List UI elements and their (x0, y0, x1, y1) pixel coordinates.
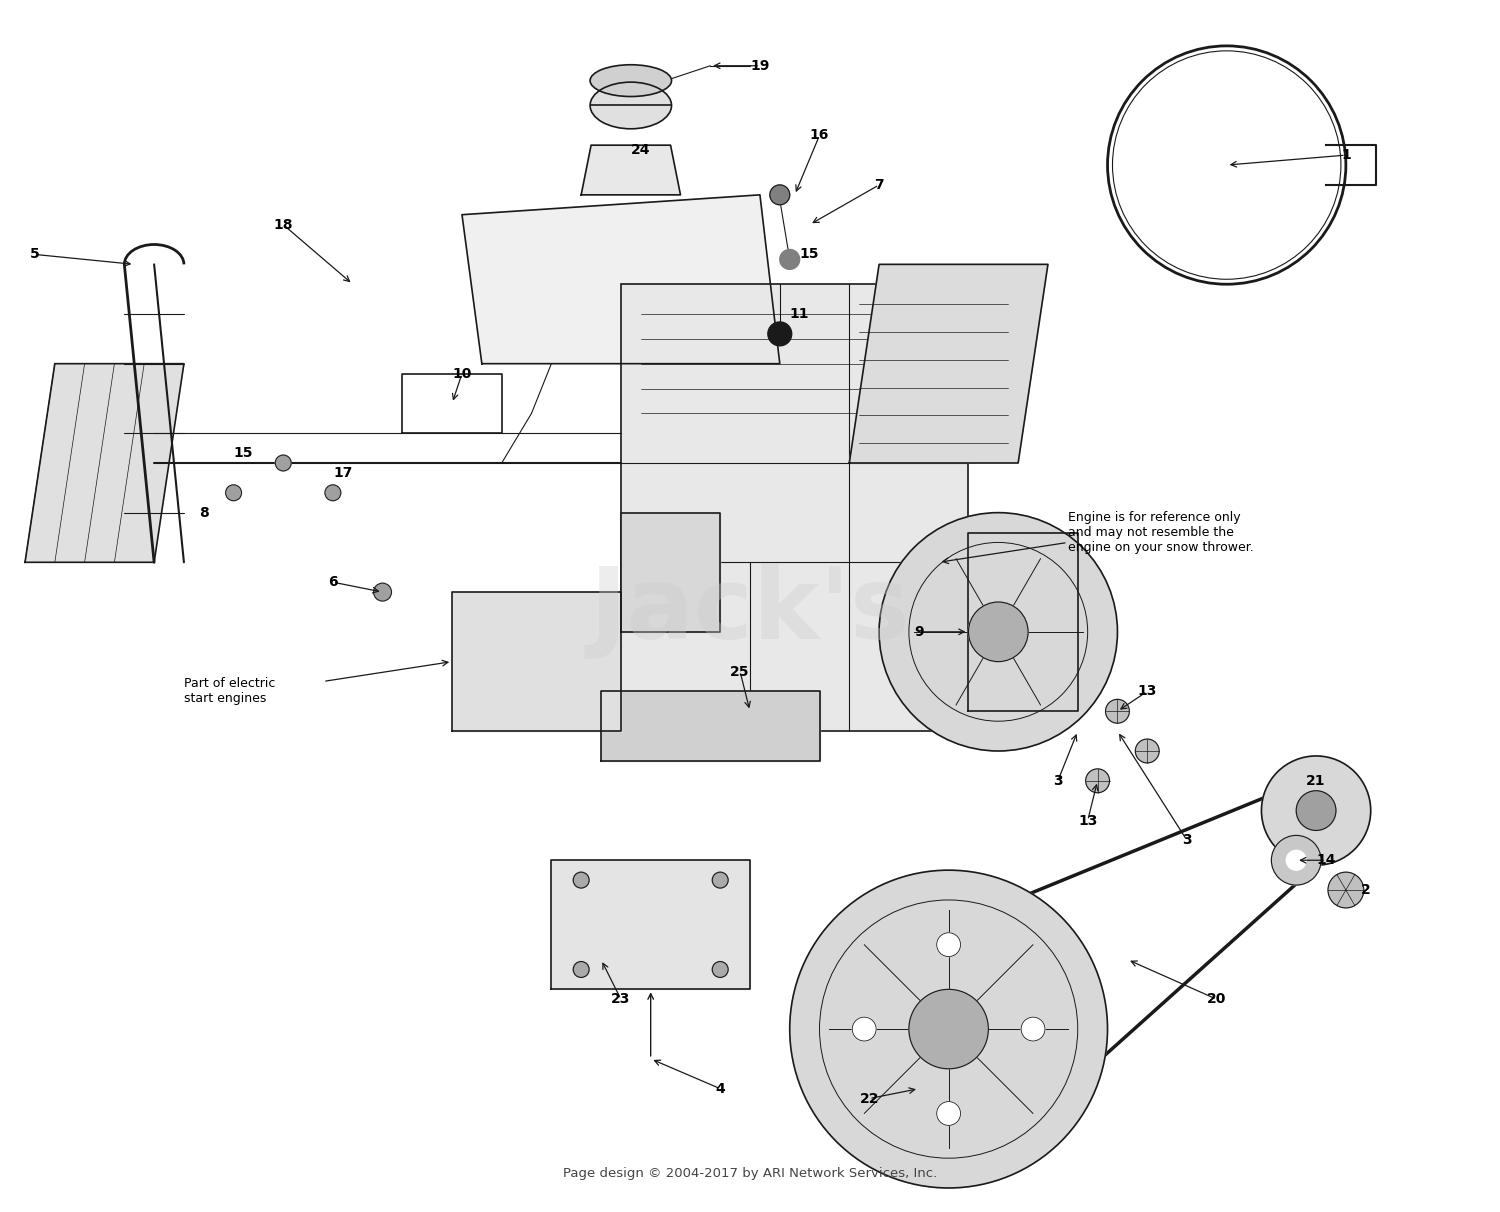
Text: 20: 20 (1208, 993, 1227, 1006)
Polygon shape (552, 861, 750, 989)
Text: 24: 24 (632, 143, 651, 158)
Text: 5: 5 (30, 247, 40, 262)
Text: 9: 9 (914, 625, 924, 639)
Text: 23: 23 (610, 993, 630, 1006)
Circle shape (1272, 835, 1322, 885)
Circle shape (326, 485, 340, 501)
Circle shape (1287, 851, 1306, 870)
Ellipse shape (591, 65, 670, 96)
Circle shape (1136, 739, 1160, 762)
Polygon shape (621, 513, 720, 631)
Text: 13: 13 (1137, 685, 1156, 698)
Circle shape (969, 602, 1028, 662)
Text: 19: 19 (750, 58, 770, 73)
Circle shape (936, 933, 960, 956)
Text: 4: 4 (716, 1081, 724, 1096)
Text: 6: 6 (328, 576, 338, 589)
Circle shape (712, 961, 728, 977)
Text: 21: 21 (1306, 773, 1326, 788)
Circle shape (936, 1102, 960, 1126)
Circle shape (573, 873, 590, 888)
FancyBboxPatch shape (621, 285, 969, 731)
Polygon shape (452, 593, 621, 731)
Text: 17: 17 (333, 465, 352, 480)
Circle shape (573, 961, 590, 977)
Circle shape (1022, 1017, 1046, 1041)
Text: 7: 7 (874, 178, 884, 191)
Text: 8: 8 (200, 505, 208, 520)
Polygon shape (580, 145, 681, 195)
Ellipse shape (591, 84, 670, 127)
Circle shape (225, 485, 242, 501)
Polygon shape (462, 195, 780, 364)
Circle shape (1106, 699, 1130, 724)
Polygon shape (969, 532, 1077, 711)
Text: 13: 13 (1078, 813, 1098, 828)
Text: 16: 16 (810, 128, 830, 142)
Circle shape (1328, 873, 1364, 908)
Circle shape (852, 1017, 876, 1041)
Circle shape (780, 250, 800, 269)
Text: 10: 10 (453, 366, 471, 381)
Circle shape (768, 322, 792, 345)
Text: 14: 14 (1317, 853, 1336, 868)
Text: 15: 15 (800, 247, 819, 262)
Text: Engine is for reference only
and may not resemble the
engine on your snow throwe: Engine is for reference only and may not… (1068, 511, 1254, 554)
Circle shape (276, 454, 291, 471)
Circle shape (1262, 756, 1371, 865)
Circle shape (1086, 768, 1110, 793)
Text: 11: 11 (790, 307, 810, 321)
Text: 2: 2 (1360, 884, 1371, 897)
Text: Part of electric
start engines: Part of electric start engines (184, 678, 276, 705)
Circle shape (879, 513, 1118, 751)
Circle shape (374, 583, 392, 601)
Text: 3: 3 (1053, 773, 1062, 788)
Polygon shape (26, 364, 184, 562)
Circle shape (770, 185, 789, 205)
Circle shape (789, 870, 1107, 1188)
Text: 15: 15 (234, 446, 254, 461)
Text: 22: 22 (859, 1092, 879, 1105)
Text: 3: 3 (1182, 834, 1192, 847)
Text: Jack's: Jack's (590, 564, 910, 661)
Text: 25: 25 (730, 664, 750, 679)
Circle shape (909, 989, 989, 1069)
Text: 18: 18 (273, 218, 292, 231)
Text: Page design © 2004-2017 by ARI Network Services, Inc.: Page design © 2004-2017 by ARI Network S… (562, 1167, 938, 1179)
Polygon shape (849, 264, 1048, 463)
Polygon shape (602, 691, 819, 761)
Circle shape (712, 873, 728, 888)
Text: 1: 1 (1341, 148, 1350, 162)
Circle shape (1296, 790, 1336, 830)
